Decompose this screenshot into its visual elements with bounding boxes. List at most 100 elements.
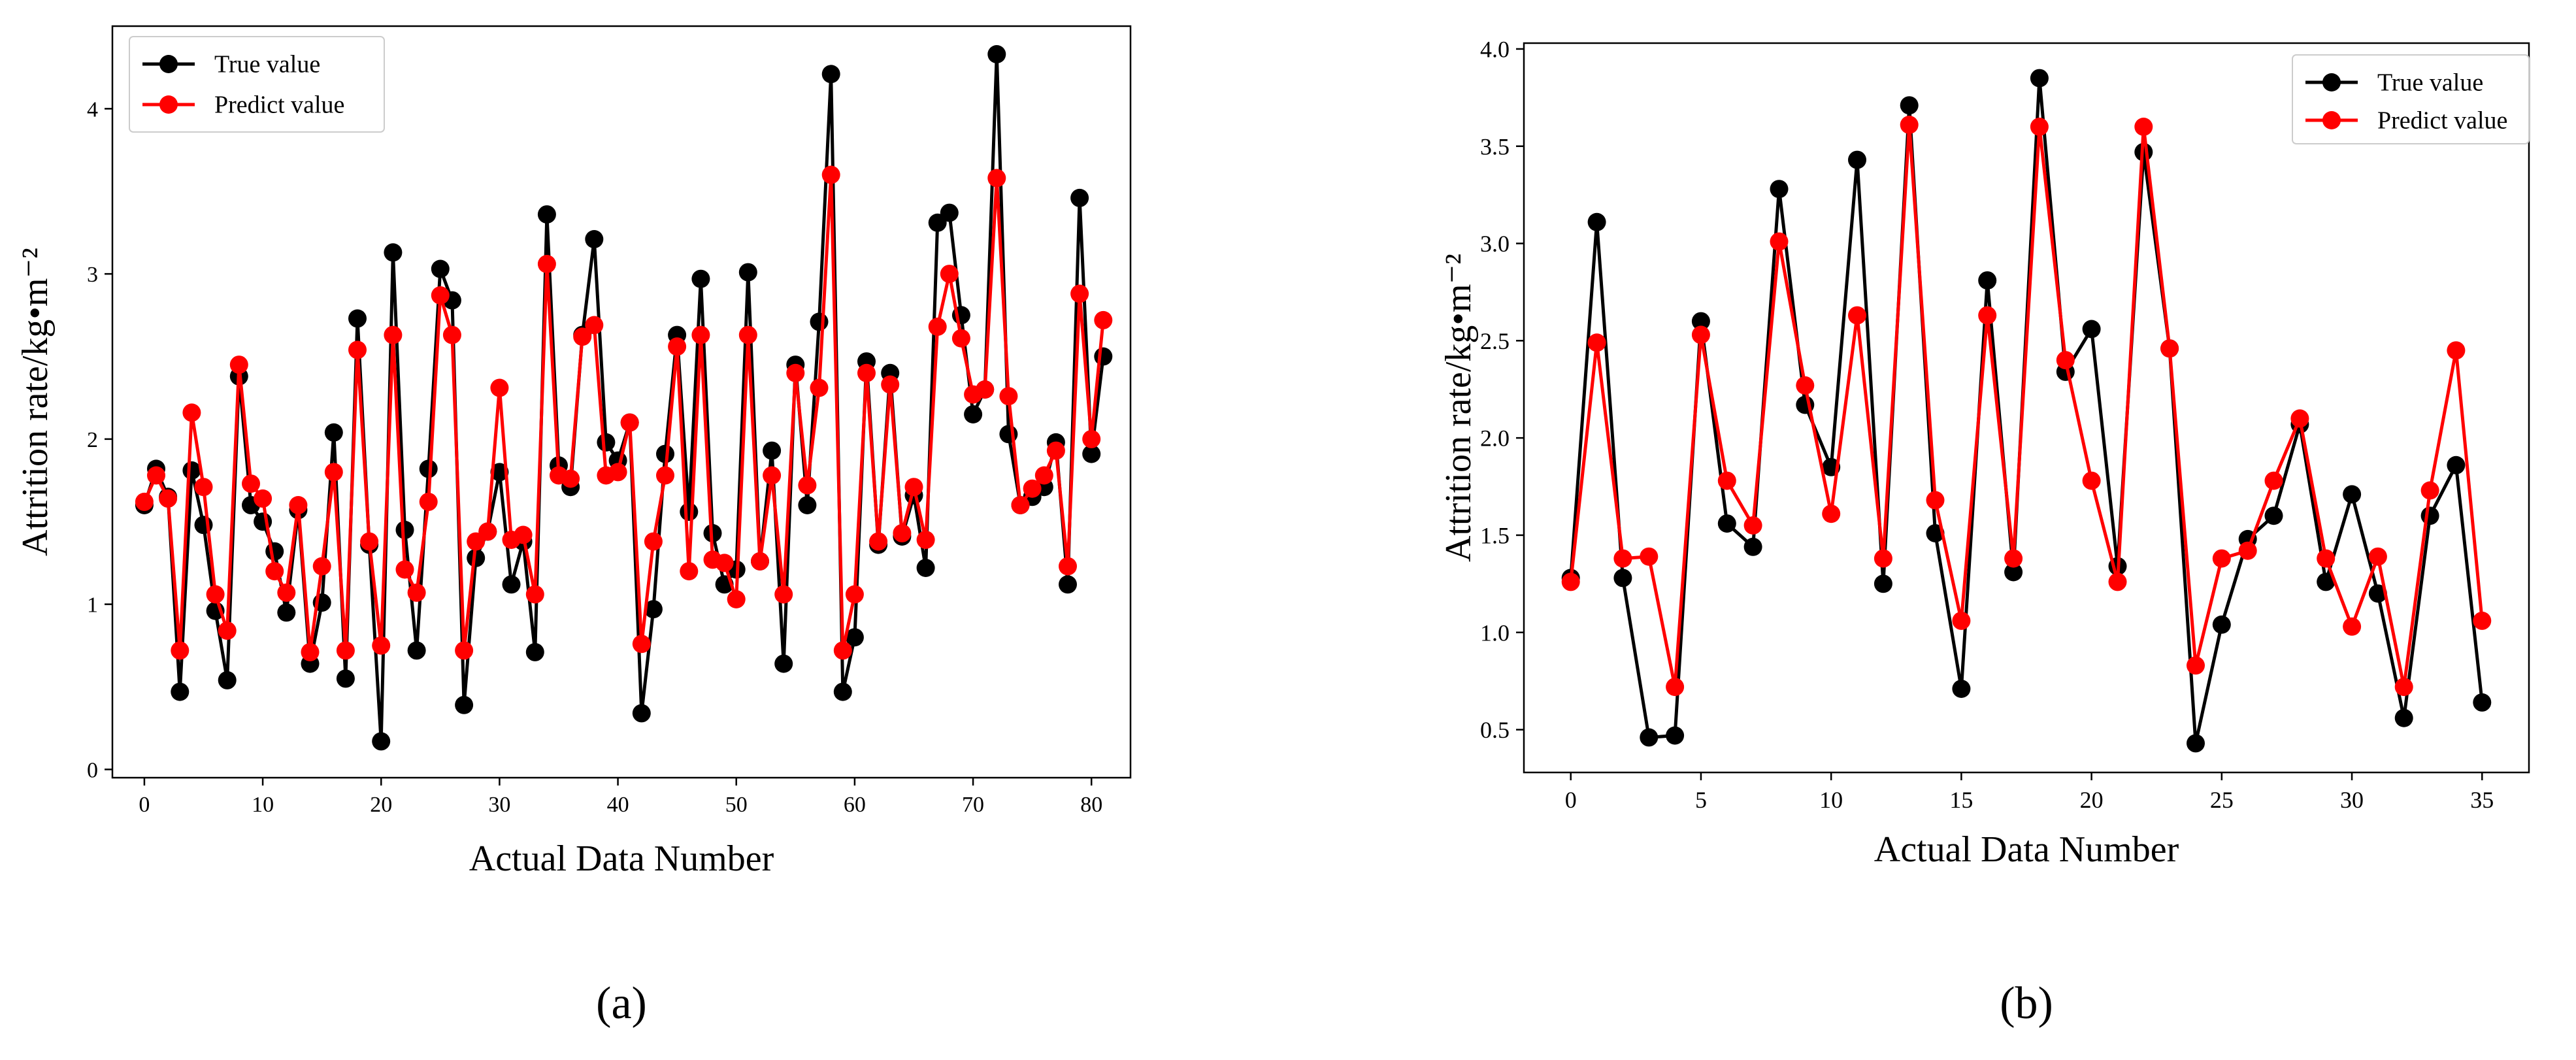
predict-value-point [324, 463, 343, 482]
predict-value-point [763, 466, 782, 485]
predict-value-point [395, 560, 414, 579]
predict-value-point [786, 363, 805, 382]
x-tick-label: 20 [370, 793, 392, 817]
x-tick-label: 0 [1565, 787, 1577, 813]
predict-value-point [2160, 339, 2179, 358]
predict-value-point [987, 169, 1006, 188]
predict-value-point [289, 496, 308, 514]
true-value-point [431, 259, 450, 278]
predict-value-point [419, 492, 438, 511]
true-value-point [1874, 574, 1892, 593]
predict-value-point [2082, 471, 2101, 490]
true-value-point [467, 548, 486, 567]
true-value-point [691, 269, 710, 288]
legend-marker-true [159, 55, 178, 73]
predict-value-point [573, 327, 592, 346]
true-value-point [1082, 444, 1101, 463]
predict-value-point [254, 489, 272, 508]
x-tick-label: 30 [2340, 787, 2364, 813]
x-axis-label: Actual Data Number [469, 838, 774, 879]
true-value-point [987, 45, 1006, 63]
true-value-point [656, 444, 674, 463]
legend-box [129, 36, 385, 133]
predict-value-point [608, 463, 627, 482]
predict-value-point [656, 466, 674, 485]
predict-value-point [537, 255, 556, 273]
true-value-point [2004, 563, 2023, 582]
predict-value-point [1874, 549, 1892, 568]
legend-label-predict: Predict value [214, 91, 344, 119]
true-value-point [502, 575, 521, 594]
predict-value-point [1666, 678, 1685, 697]
predict-value-point [1094, 310, 1113, 329]
predict-value-point [1743, 516, 1762, 535]
x-tick-label: 30 [488, 793, 510, 817]
predict-value-point [1796, 376, 1815, 395]
predict-value-point [2368, 547, 2387, 566]
true-value-point [1587, 212, 1606, 231]
predict-value-point [644, 532, 663, 551]
x-tick-label: 50 [725, 793, 748, 817]
predict-value-point [312, 557, 331, 576]
predict-value-point [821, 165, 840, 184]
predict-value-point [182, 403, 201, 422]
predict-value-point [1978, 306, 1997, 325]
predict-value-point [2343, 617, 2362, 636]
predict-value-point [135, 492, 154, 511]
y-tick-label: 3.0 [1480, 231, 1510, 257]
x-tick-label: 5 [1695, 787, 1707, 813]
true-value-point [680, 503, 699, 522]
legend-marker-true [2322, 73, 2341, 91]
predict-value-point [1926, 491, 1945, 510]
predict-value-point [999, 387, 1018, 406]
true-value-point [1743, 537, 1762, 556]
predict-value-point [751, 552, 769, 571]
panel-label: (a) [596, 978, 647, 1029]
predict-value-point [2264, 471, 2283, 490]
true-value-point [940, 203, 959, 222]
true-value-point [2264, 506, 2283, 525]
true-value-point [1900, 96, 1919, 115]
predict-value-point [194, 478, 213, 497]
legend-label-true: True value [214, 51, 320, 78]
predict-value-point [1717, 471, 1736, 490]
y-tick-label: 3 [87, 263, 98, 287]
predict-value-point [1046, 441, 1065, 460]
predict-value-point [242, 474, 260, 493]
predict-value-point [206, 585, 225, 604]
true-value-point [916, 559, 935, 577]
predict-value-point [218, 621, 237, 640]
predict-value-point [2056, 351, 2075, 370]
predict-value-line [142, 173, 1105, 654]
predict-value-point [916, 531, 935, 549]
predict-value-point [2473, 611, 2492, 630]
predict-value-point [2317, 549, 2336, 568]
predict-value-point [348, 340, 367, 359]
x-tick-label: 35 [2470, 787, 2494, 813]
predict-value-point [928, 318, 947, 336]
predict-value-point [1070, 284, 1089, 303]
y-tick-label: 1.0 [1480, 620, 1510, 646]
true-value-point [407, 641, 426, 660]
predict-value-point [2290, 409, 2309, 428]
chart-panel-a: 0 10 20 30 40 50 60 70 80 0 1 2 3 4 Actual Data Number… [15, 25, 1132, 1029]
predict-value-point [336, 641, 355, 660]
predict-value-point [951, 329, 970, 348]
predict-value-point [1952, 611, 1971, 630]
true-value-point [1770, 180, 1789, 199]
true-value-point [1094, 347, 1113, 366]
predict-value-point [431, 286, 450, 305]
y-tick-label: 2.5 [1480, 328, 1510, 354]
true-value-point [218, 671, 237, 689]
predict-value-point [1848, 306, 1866, 325]
predict-value-point [301, 642, 320, 661]
true-value-point [2082, 320, 2101, 339]
true-value-point [1070, 188, 1089, 207]
x-axis-label: Actual Data Number [1874, 829, 2179, 870]
true-value-point [537, 205, 556, 224]
x-tick-label: 25 [2210, 787, 2234, 813]
true-value-point [372, 732, 391, 751]
predict-value-point [147, 466, 165, 485]
predict-value-point [881, 375, 900, 394]
